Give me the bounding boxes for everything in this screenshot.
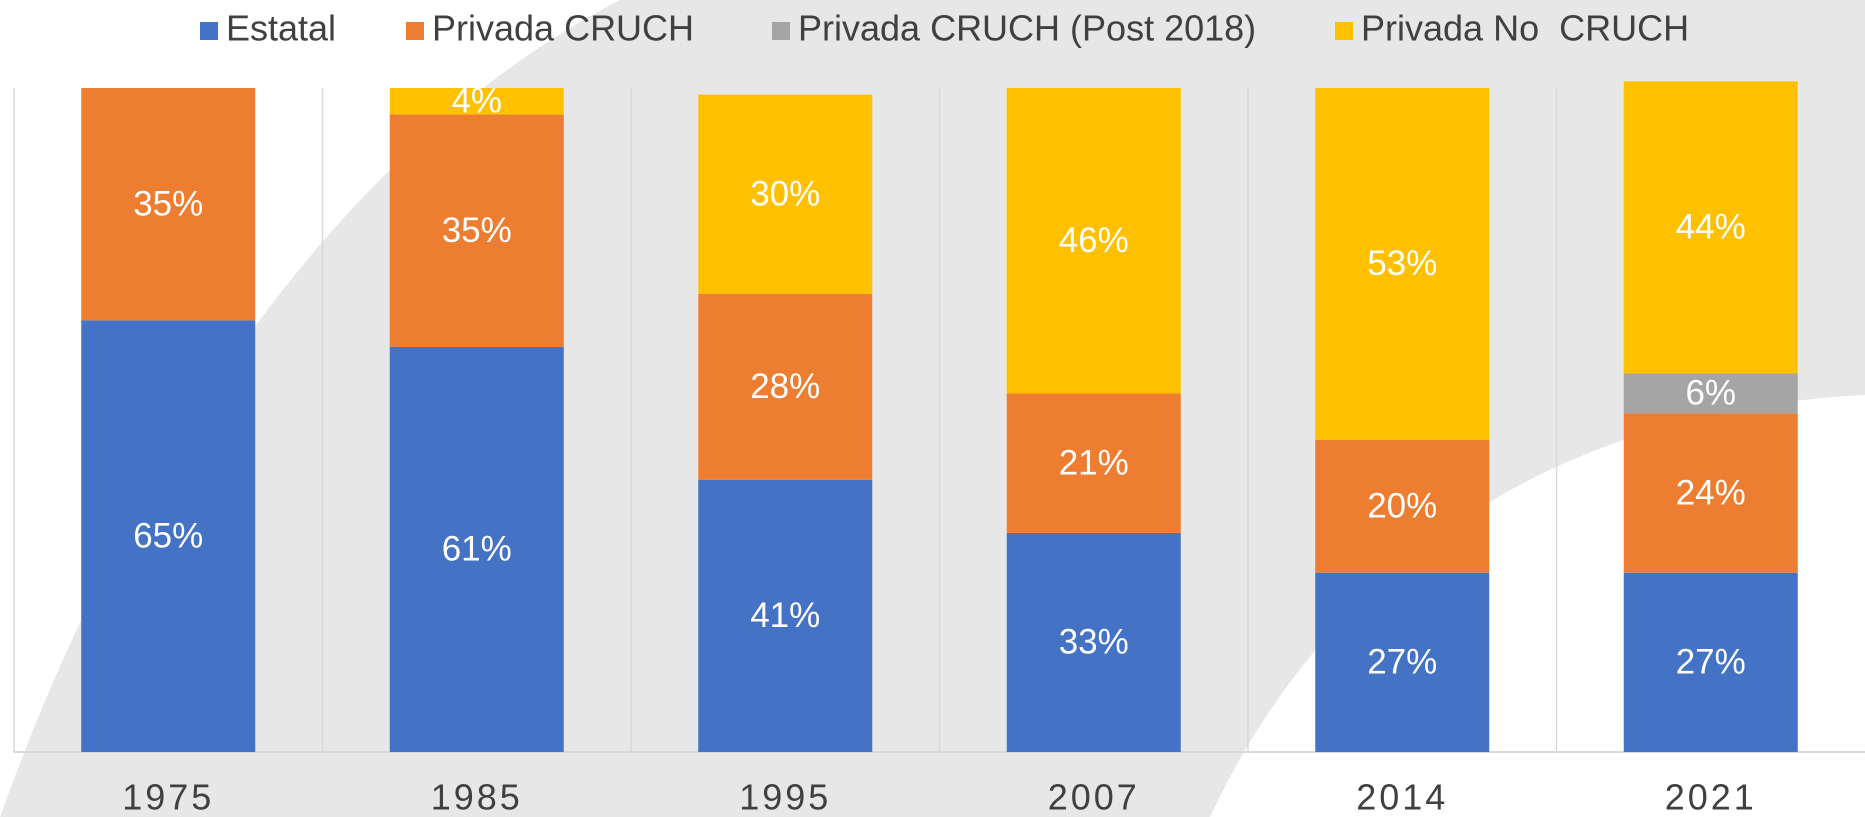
data-label: 46% [1059,221,1129,260]
bar-segment [389,346,564,752]
bar-segment [1315,88,1490,440]
data-label: 53% [1367,244,1437,283]
bar-segment [1006,393,1181,533]
bar-segment [1623,373,1798,414]
bar-segment [389,88,564,115]
x-tick-label: 1975 [122,777,214,817]
bar-segment [1006,532,1181,752]
data-label: 35% [442,211,512,250]
data-label: 27% [1367,643,1437,682]
bar-segment [1006,88,1181,394]
data-label: 6% [1685,374,1736,413]
data-label: 61% [442,530,512,569]
legend-label: Estatal [226,8,336,49]
x-tick-label: 2007 [1048,777,1140,817]
data-label: 65% [133,516,203,555]
bar-segment [1623,413,1798,573]
bar-segment [81,320,256,752]
data-label: 35% [133,184,203,223]
data-label: 30% [750,174,820,213]
bar-segment [1315,439,1490,573]
data-label: 27% [1676,643,1746,682]
data-label: 33% [1059,623,1129,662]
legend-swatch [772,22,790,40]
bar-segment [1623,81,1798,374]
plot-area: Estatal Privada CRUCH Privada CRUCH (Post … [13,8,1865,817]
legend-label: Privada No CRUCH [1361,8,1689,49]
x-tick-label: 2014 [1356,777,1448,817]
data-label: 20% [1367,487,1437,526]
data-label: 41% [750,596,820,635]
bar-segment [698,94,873,294]
bar-segment [698,479,873,752]
legend-swatch [406,22,424,40]
data-label: 21% [1059,443,1129,482]
data-label: 4% [451,82,502,121]
bar-segment [1623,572,1798,752]
legend-swatch [200,22,218,40]
bar-segment [698,293,873,480]
x-tick-label: 1995 [739,777,831,817]
bar-segment [81,88,256,321]
bar-segment [389,114,564,347]
data-label: 24% [1676,473,1746,512]
data-label: 28% [750,367,820,406]
x-tick-label: 2021 [1665,777,1757,817]
legend-swatch [1335,22,1353,40]
legend-label: Privada CRUCH [432,8,694,49]
legend-label: Privada CRUCH (Post 2018) [798,8,1256,49]
x-tick-label: 1985 [431,777,523,817]
data-label: 44% [1676,208,1746,247]
bar-segment [1315,572,1490,752]
